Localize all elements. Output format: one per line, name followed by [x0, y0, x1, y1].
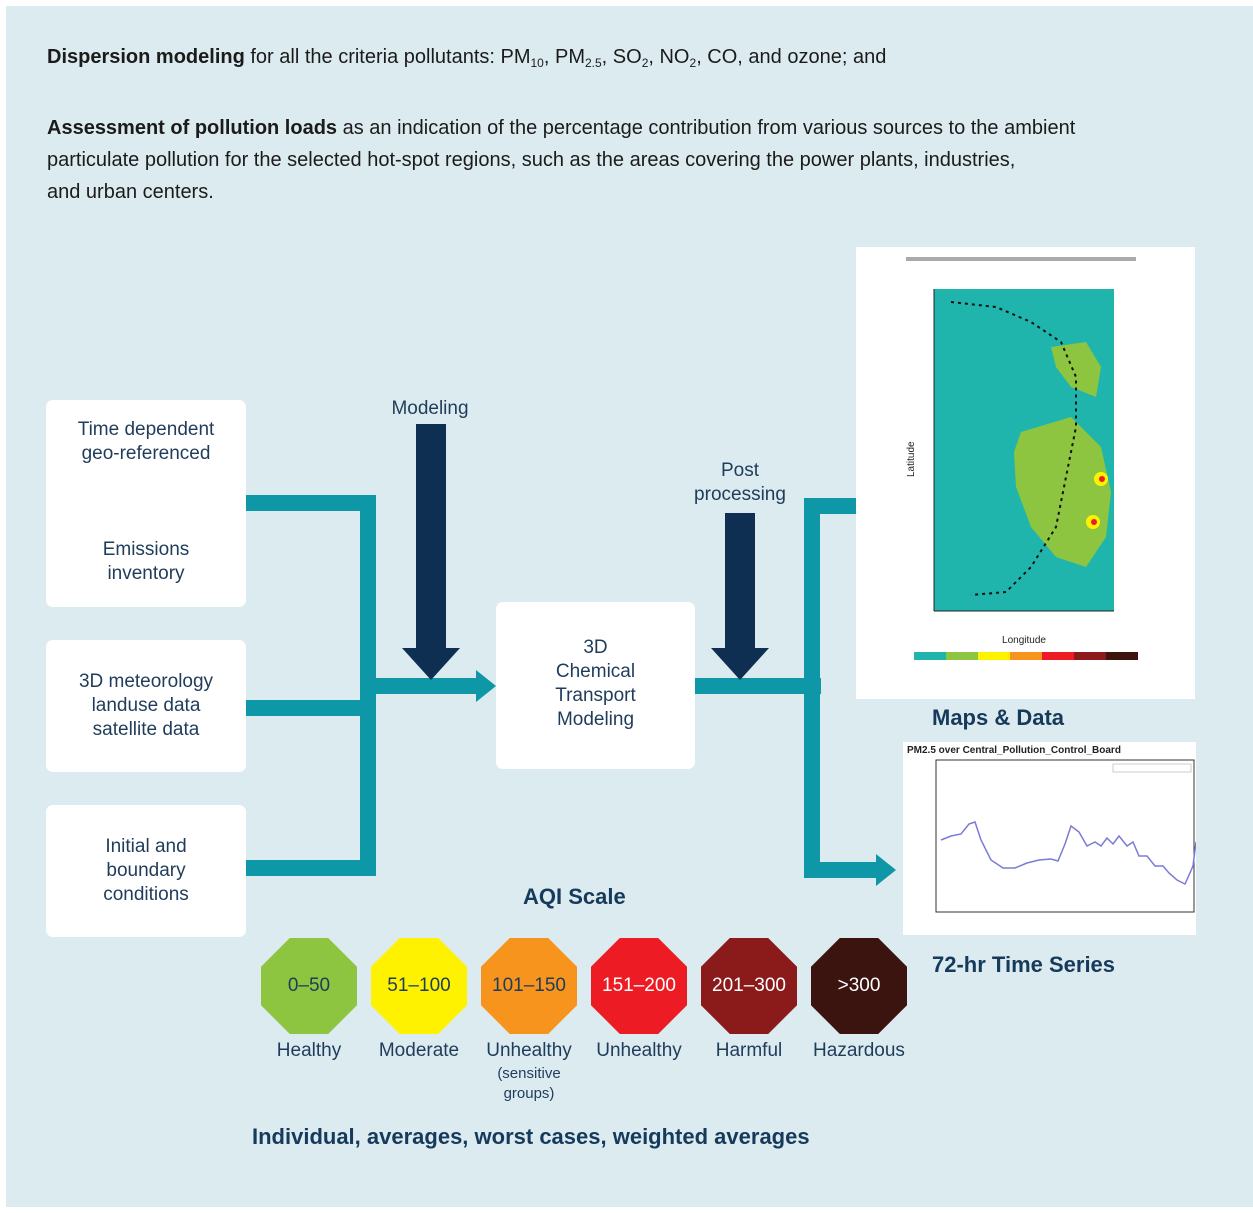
- aqi-level-3: 101–150: [481, 938, 577, 1034]
- aqi-label-2: Moderate: [378, 1040, 460, 1061]
- dispersion-heading: Dispersion modeling: [47, 46, 245, 68]
- aqi-scale-title: AQI Scale: [523, 884, 626, 909]
- map-color-legend: [1106, 652, 1138, 660]
- center-line4: Modeling: [556, 709, 635, 730]
- p2-line1: Assessment of pollution loads as an indi…: [47, 112, 1227, 144]
- p1-sep3: , NO: [648, 46, 690, 68]
- aqi-label-1: Healthy: [276, 1040, 342, 1061]
- box2-line2: landuse data: [91, 695, 201, 716]
- map-xlabel: Longitude: [1002, 635, 1046, 646]
- box3-line3: conditions: [103, 884, 189, 905]
- modeling-arrow-head: [402, 648, 460, 680]
- paragraph-assessment: Assessment of pollution loads as an indi…: [47, 112, 1227, 208]
- box3-line1: Initial and: [105, 836, 187, 857]
- assessment-heading: Assessment of pollution loads: [47, 117, 338, 139]
- p2-line3: and urban centers.: [47, 181, 214, 203]
- so2-subscript: 2: [641, 56, 649, 70]
- center-line1: 3D: [583, 637, 608, 658]
- p1-end: , CO, and ozone; and: [696, 46, 887, 68]
- sensitive-line2: groups): [503, 1085, 555, 1102]
- aqi-level-2: 51–100: [371, 938, 467, 1034]
- aqi-level-4: 151–200: [591, 938, 687, 1034]
- aqi-range-4: 151–200: [602, 975, 676, 996]
- arrowhead-to-timeseries: [876, 854, 896, 886]
- p2-line2: particulate pollution for the selected h…: [47, 149, 1016, 171]
- aqi-range-6: >300: [837, 975, 881, 996]
- input-meteorology-box: 3D meteorology landuse data satellite da…: [46, 640, 246, 772]
- box2-line1: 3D meteorology: [78, 671, 214, 692]
- ts-inner-title: PM2.5 over Central_Pollution_Control_Boa…: [907, 745, 1121, 756]
- pm10-subscript: 10: [530, 56, 544, 70]
- box1-line1: Time dependent: [77, 419, 215, 440]
- pm25-subscript: 2.5: [584, 56, 602, 70]
- box3-line2: boundary: [106, 860, 186, 881]
- aggregation-footer: Individual, averages, worst cases, weigh…: [252, 1124, 810, 1149]
- aqi-label-5: Harmful: [715, 1040, 783, 1061]
- post-line1: Post: [720, 460, 760, 481]
- aqi-range-2: 51–100: [387, 975, 451, 996]
- p1-sep2: , SO: [601, 46, 642, 68]
- box1-line4: inventory: [107, 563, 185, 584]
- post-arrow-head: [711, 648, 769, 680]
- modeling-label: Modeling: [391, 398, 469, 419]
- post-processing-label: Post processing: [670, 459, 810, 507]
- modeling-arrow-shaft: [416, 424, 446, 650]
- connector-to-timeseries: [804, 862, 878, 878]
- connector-input1: [246, 495, 374, 511]
- sensitive-groups-note: (sensitive groups): [474, 1064, 584, 1104]
- map-ylabel: Latitude: [906, 441, 917, 477]
- p1-text: for all the criteria pollutants: PM: [250, 46, 531, 68]
- chemical-transport-box: 3D Chemical Transport Modeling: [496, 602, 695, 769]
- input-boundary-box: Initial and boundary conditions: [46, 805, 246, 937]
- input-emissions-box: Time dependent geo-referenced Emissions …: [46, 400, 246, 607]
- post-line2: processing: [694, 484, 786, 505]
- aqi-label-3: Unhealthy: [486, 1040, 572, 1061]
- aqi-range-3: 101–150: [492, 975, 566, 996]
- no2-subscript: 2: [689, 56, 697, 70]
- paragraph-dispersion: Dispersion modeling for all the criteria…: [47, 41, 1227, 73]
- p2-line1-text: as an indication of the percentage contr…: [342, 117, 1076, 139]
- box1-line3: Emissions: [102, 539, 190, 560]
- aqi-label-6: Hazardous: [813, 1040, 905, 1061]
- concentration-map-image: Latitude Longitude: [856, 247, 1195, 699]
- time-series-image: PM2.5 over Central_Pollution_Control_Boa…: [903, 742, 1196, 935]
- connector-input3: [246, 860, 374, 876]
- connector-to-model: [360, 678, 478, 694]
- aqi-level-5: 201–300: [701, 938, 797, 1034]
- ts-series-line: [940, 821, 1196, 886]
- p1-sep1: , PM: [543, 46, 585, 68]
- aqi-range-5: 201–300: [712, 975, 786, 996]
- time-series-title: 72-hr Time Series: [932, 952, 1116, 977]
- post-arrow-shaft: [725, 513, 755, 650]
- center-line2: Chemical: [555, 661, 636, 682]
- box1-line2: geo-referenced: [81, 443, 211, 464]
- arrowhead-to-model: [476, 670, 496, 702]
- sensitive-line1: (sensitive: [497, 1065, 561, 1082]
- maps-data-title: Maps & Data: [932, 705, 1065, 730]
- center-line3: Transport: [555, 685, 636, 706]
- connector-input2: [246, 700, 376, 716]
- box2-line3: satellite data: [92, 719, 200, 740]
- aqi-level-1: 0–50: [261, 938, 357, 1034]
- aqi-level-6: >300: [811, 938, 907, 1034]
- connector-vertical-right: [804, 498, 820, 878]
- connector-from-model: [695, 678, 821, 694]
- aqi-range-1: 0–50: [287, 975, 331, 996]
- aqi-label-4: Unhealthy: [596, 1040, 682, 1061]
